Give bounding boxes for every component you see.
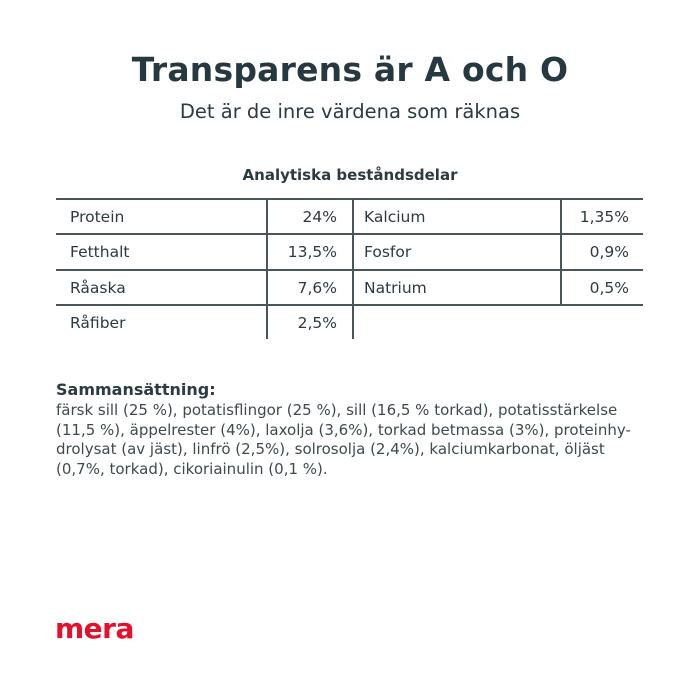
row-label: Fosfor <box>364 243 412 261</box>
table-line <box>56 233 643 235</box>
page-subtitle: Det är de inre värdena som räknas <box>179 100 521 123</box>
row-label: Fetthalt <box>70 243 130 261</box>
row-value: 24% <box>302 208 337 226</box>
composition-text: färsk sill (25 %), potatisflingor (25 %)… <box>56 401 631 478</box>
table-divider <box>560 198 562 306</box>
row-label: Protein <box>70 208 125 226</box>
row-label: Kalcium <box>364 208 426 226</box>
page-title: Transparens är A och O <box>131 50 569 89</box>
row-label: Råaska <box>70 279 126 297</box>
row-value: 2,5% <box>297 314 337 332</box>
row-label: Råfiber <box>70 314 126 332</box>
row-value: 13,5% <box>287 243 337 261</box>
table-line <box>56 198 643 200</box>
table-divider <box>352 198 354 339</box>
row-label: Natrium <box>364 279 427 297</box>
row-value: 0,9% <box>589 243 629 261</box>
row-value: 0,5% <box>589 279 629 297</box>
composition-title: Sammansättning: <box>56 380 216 399</box>
row-value: 1,35% <box>579 208 629 226</box>
mera-logo: mera <box>55 612 134 645</box>
row-value: 7,6% <box>297 279 337 297</box>
table-divider <box>266 198 268 339</box>
table-line <box>56 269 643 271</box>
table-title: Analytiska beståndsdelar <box>242 166 458 184</box>
table-line <box>56 304 643 306</box>
